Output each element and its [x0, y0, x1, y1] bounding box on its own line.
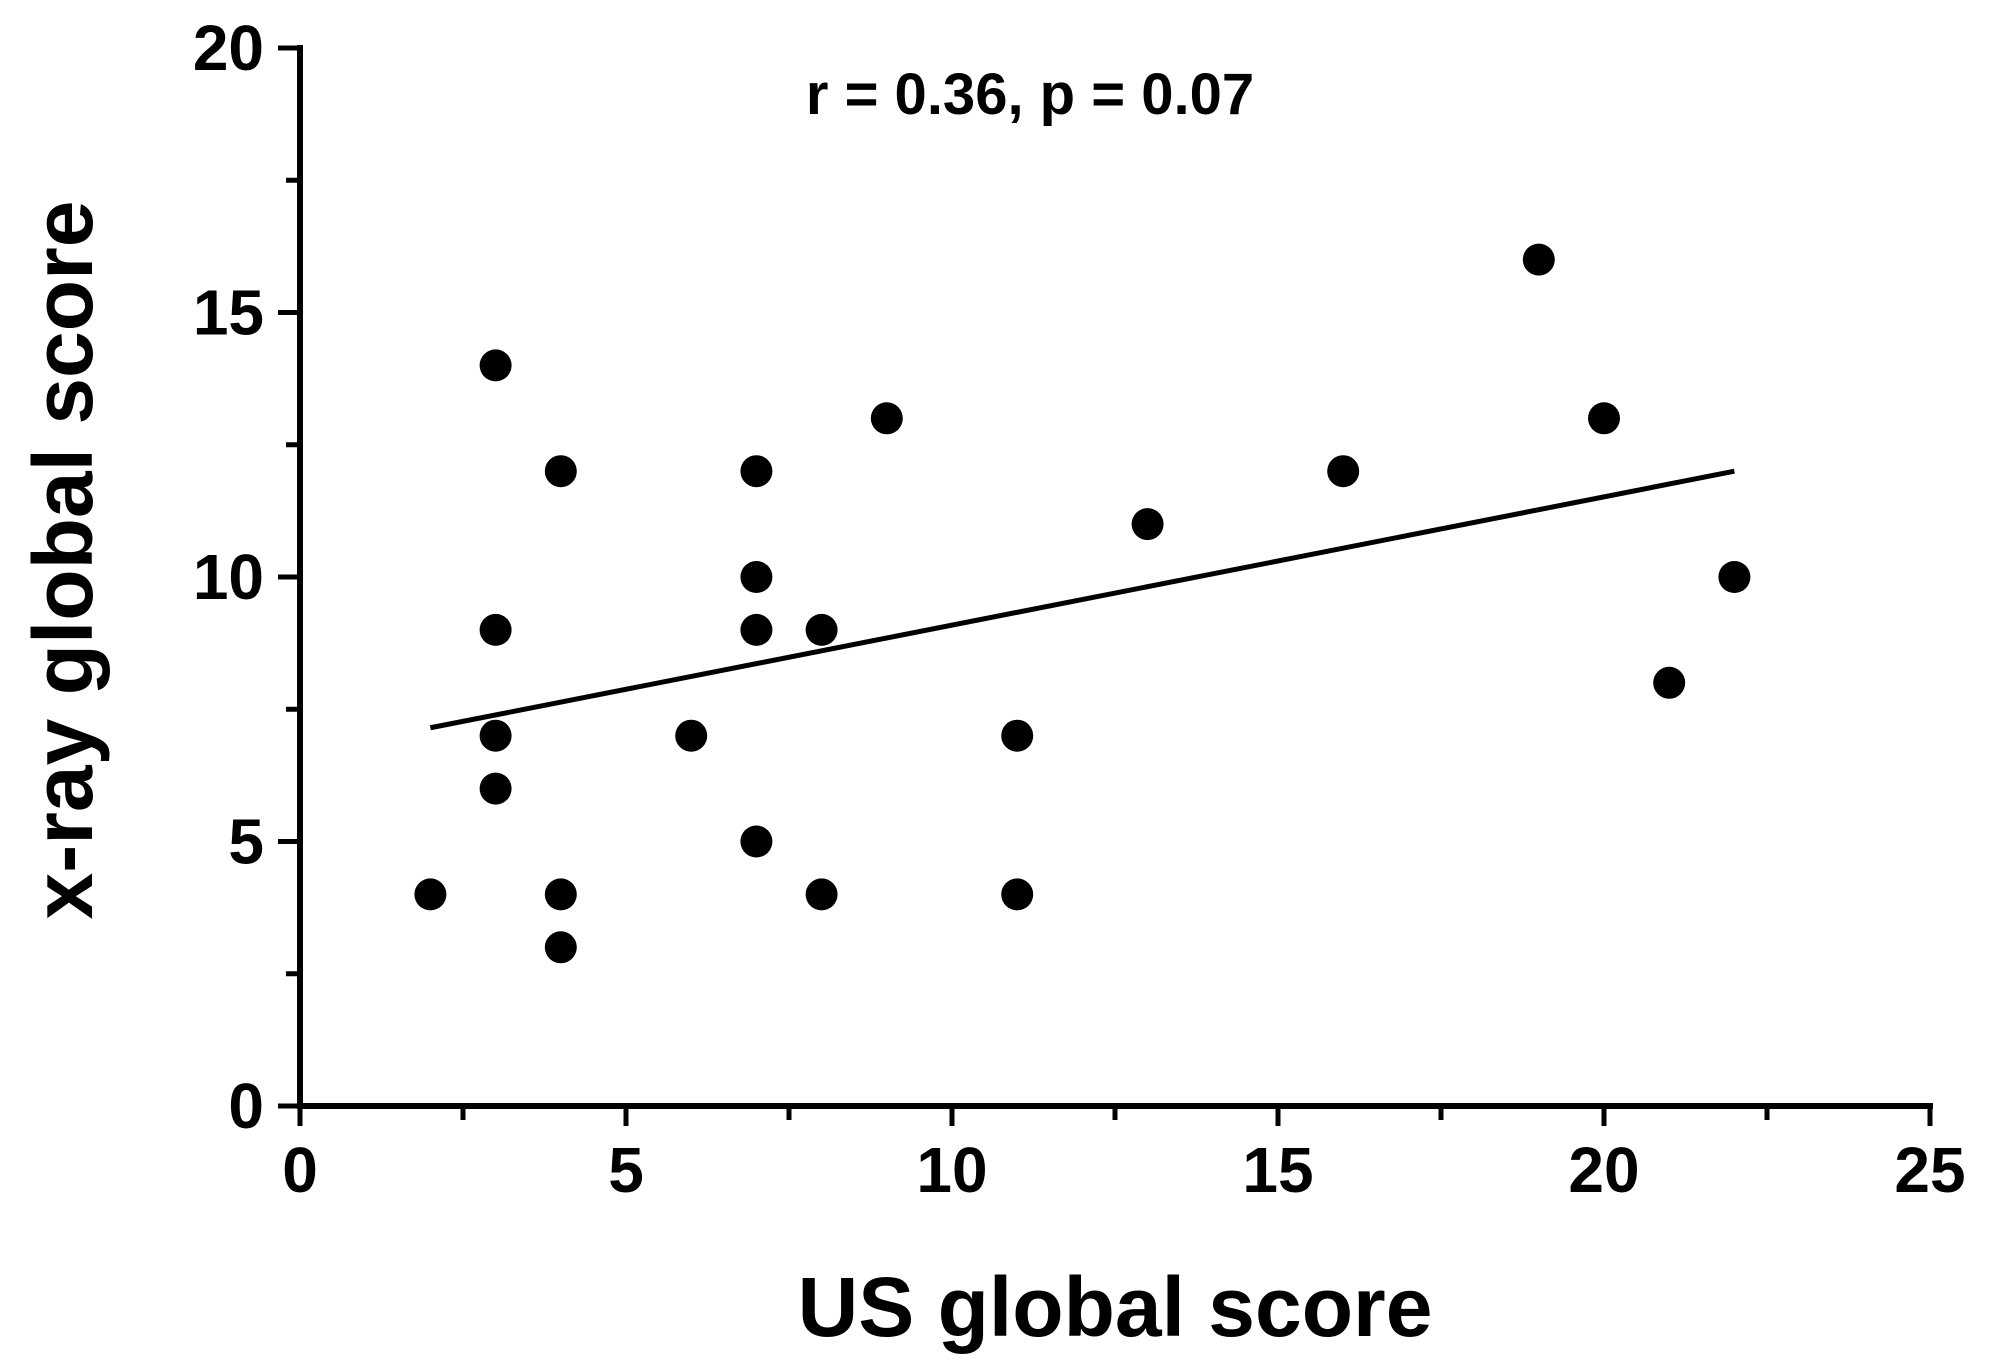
data-point — [740, 455, 773, 488]
x-tick-label: 5 — [608, 1134, 644, 1206]
data-point — [479, 719, 512, 752]
y-tick-label: 20 — [193, 12, 264, 84]
data-point — [479, 349, 512, 382]
data-point — [1131, 508, 1164, 541]
data-point — [1001, 878, 1034, 911]
y-tick-label: 5 — [228, 806, 264, 878]
data-point — [1588, 402, 1620, 435]
data-point — [479, 772, 512, 805]
data-point — [805, 878, 838, 911]
y-axis-label: x-ray global score — [16, 201, 110, 920]
x-tick-label: 0 — [282, 1134, 318, 1206]
data-point — [414, 878, 447, 911]
ticks-layer: 0 5 10 15 20 25 0 5 10 15 20 — [193, 12, 1966, 1206]
data-point — [1522, 243, 1555, 276]
x-tick-label: 20 — [1568, 1134, 1639, 1206]
data-point — [1327, 455, 1360, 488]
data-point — [544, 878, 577, 911]
data-point — [479, 613, 512, 646]
x-tick-label: 15 — [1242, 1134, 1313, 1206]
data-point — [870, 402, 903, 435]
x-axis-label: US global score — [798, 1260, 1433, 1354]
correlation-annotation: r = 0.36, p = 0.07 — [806, 62, 1254, 127]
y-tick-label: 0 — [228, 1070, 264, 1142]
data-point — [544, 455, 577, 488]
y-tick-label: 15 — [193, 277, 264, 349]
data-point — [740, 561, 773, 593]
data-point — [675, 719, 708, 752]
regression-line — [429, 468, 1735, 731]
x-tick-label: 25 — [1894, 1134, 1965, 1206]
data-point — [740, 613, 773, 646]
data-point — [740, 825, 773, 858]
data-point — [544, 931, 577, 964]
data-point — [1718, 561, 1751, 593]
data-point — [1653, 666, 1686, 699]
points-layer — [414, 243, 1751, 964]
x-tick-label: 10 — [916, 1134, 987, 1206]
data-point — [805, 613, 838, 646]
y-tick-label: 10 — [193, 541, 264, 613]
data-point — [1001, 719, 1034, 752]
